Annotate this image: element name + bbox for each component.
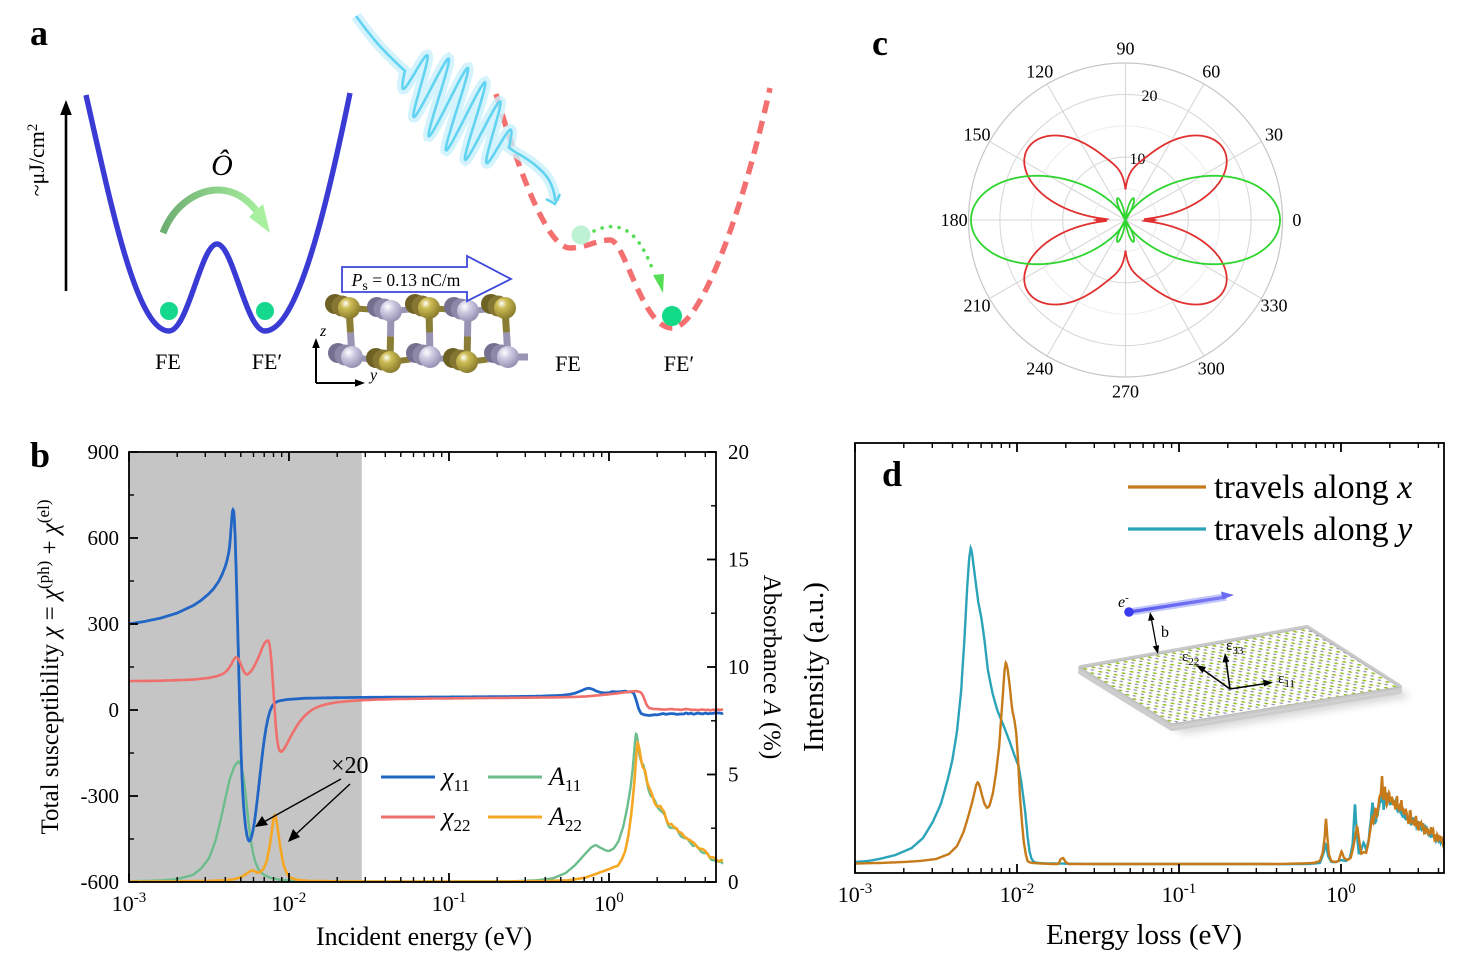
svg-text:Absorbance A (%): Absorbance A (%) <box>758 575 785 760</box>
svg-text:c: c <box>872 23 888 63</box>
svg-text:60: 60 <box>1202 62 1220 82</box>
svg-text:a: a <box>30 13 48 53</box>
svg-text:travels along y: travels along y <box>1214 511 1413 548</box>
svg-text:b: b <box>30 435 50 475</box>
svg-text:e-: e- <box>1118 592 1129 611</box>
svg-text:FE: FE <box>155 349 181 374</box>
svg-text:-300: -300 <box>81 784 120 808</box>
svg-text:300: 300 <box>1198 359 1225 379</box>
svg-text:330: 330 <box>1261 296 1288 316</box>
svg-text:120: 120 <box>1026 62 1053 82</box>
svg-text:FE′: FE′ <box>252 349 283 374</box>
svg-text:-600: -600 <box>81 870 120 894</box>
svg-text:z: z <box>319 323 327 340</box>
svg-text:270: 270 <box>1112 381 1139 401</box>
svg-text:90: 90 <box>1117 39 1135 59</box>
svg-text:10-1: 10-1 <box>432 890 467 916</box>
svg-text:0: 0 <box>1292 210 1301 230</box>
svg-text:900: 900 <box>88 440 120 464</box>
svg-text:FE: FE <box>555 351 581 376</box>
svg-text:y: y <box>368 367 378 384</box>
svg-text:Ps = 0.13 nC/m: Ps = 0.13 nC/m <box>351 270 461 294</box>
svg-text:Incident energy (eV): Incident energy (eV) <box>316 922 532 951</box>
svg-text:600: 600 <box>88 526 120 550</box>
svg-text:15: 15 <box>728 548 749 572</box>
svg-text:20: 20 <box>728 440 749 464</box>
svg-text:150: 150 <box>964 124 991 144</box>
svg-text:Intensity (a.u.): Intensity (a.u.) <box>798 582 830 752</box>
svg-text:10: 10 <box>728 655 749 679</box>
svg-text:~μJ/cm2: ~μJ/cm2 <box>24 124 49 197</box>
svg-text:210: 210 <box>964 296 991 316</box>
svg-text:A11: A11 <box>547 762 581 795</box>
svg-text:Energy loss (eV): Energy loss (eV) <box>1046 919 1242 951</box>
svg-text:0: 0 <box>109 698 120 722</box>
svg-text:240: 240 <box>1026 359 1053 379</box>
svg-text:180: 180 <box>941 210 968 230</box>
svg-text:Ô: Ô <box>211 149 233 182</box>
svg-text:×20: ×20 <box>331 753 369 779</box>
svg-text:b: b <box>1161 624 1169 641</box>
svg-text:10: 10 <box>1130 151 1146 168</box>
svg-text:d: d <box>882 454 902 494</box>
svg-text:30: 30 <box>1265 124 1283 144</box>
svg-text:20: 20 <box>1142 88 1158 105</box>
svg-text:300: 300 <box>88 612 120 636</box>
svg-text:0: 0 <box>728 870 739 894</box>
svg-text:A22: A22 <box>547 802 582 835</box>
svg-text:Total susceptibility χ = χ(ph): Total susceptibility χ = χ(ph) + χ(el) <box>34 500 64 835</box>
svg-text:5: 5 <box>728 763 739 787</box>
svg-text:travels along x: travels along x <box>1214 469 1412 506</box>
svg-text:FE′: FE′ <box>664 351 695 376</box>
